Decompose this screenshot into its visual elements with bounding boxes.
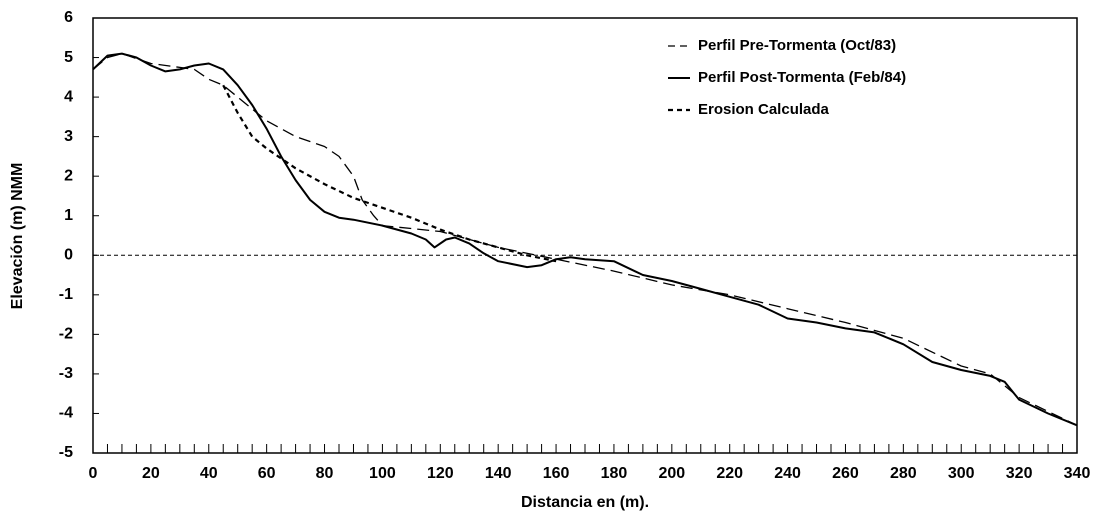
x-tick-label: 0 (89, 465, 98, 482)
x-tick-label: 320 (1006, 465, 1033, 482)
x-tick-label: 240 (774, 465, 801, 482)
x-tick-label: 120 (427, 465, 454, 482)
x-tick-label: 180 (601, 465, 628, 482)
x-axis-label: Distancia en (m). (521, 494, 649, 511)
x-tick-label: 60 (258, 465, 276, 482)
y-tick-label: 6 (64, 9, 73, 26)
y-tick-label: 3 (64, 128, 73, 145)
y-tick-label: -3 (59, 365, 73, 382)
y-tick-label: 5 (64, 49, 73, 66)
plot-frame (92, 17, 1078, 454)
x-tick-label: 160 (543, 465, 570, 482)
series-line (92, 52, 1078, 426)
x-tick-label: 40 (200, 465, 218, 482)
y-tick-label: 1 (64, 207, 73, 224)
y-tick-label: -5 (59, 444, 73, 461)
x-tick-label: 220 (716, 465, 743, 482)
y-tick-label: -4 (59, 405, 73, 422)
x-tick-label: 340 (1064, 465, 1091, 482)
x-tick-label: 200 (658, 465, 685, 482)
x-tick-label: 140 (485, 465, 512, 482)
legend-label: Erosion Calculada (698, 101, 830, 118)
y-axis-label: Elevación (m) NMM (9, 163, 26, 310)
series-line (92, 52, 1078, 427)
series-line (222, 84, 557, 263)
legend: Perfil Pre-Tormenta (Oct/83) Perfil Post-… (668, 37, 906, 118)
legend-label: Perfil Post-Tormenta (Feb/84) (698, 69, 906, 86)
x-tick-label: 80 (316, 465, 334, 482)
x-tick-label: 20 (142, 465, 160, 482)
y-tick-label: 2 (64, 167, 73, 184)
x-tick-label: 260 (832, 465, 859, 482)
x-tick-label: 280 (890, 465, 917, 482)
legend-label: Perfil Pre-Tormenta (Oct/83) (698, 37, 896, 54)
y-tick-label: -1 (59, 286, 73, 303)
y-tick-label: -2 (59, 326, 73, 343)
x-tick-label: 300 (948, 465, 975, 482)
y-tick-label: 4 (64, 88, 73, 105)
x-tick-label: 100 (369, 465, 396, 482)
y-tick-label: 0 (64, 246, 73, 263)
